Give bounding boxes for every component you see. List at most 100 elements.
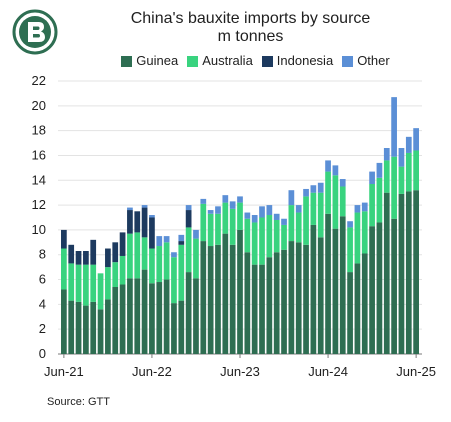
y-tick-label-8: 8: [39, 247, 46, 262]
bar-guinea-jun-24: [325, 213, 331, 354]
x-tick-label-jun-25: Jun-25: [396, 364, 436, 379]
bar-guinea-oct-24: [354, 263, 361, 354]
bar-other-apr-25: [398, 148, 405, 167]
bar-guinea-jun-21: [61, 289, 67, 354]
bar-guinea-may-23: [229, 244, 236, 354]
bar-australia-jul-21: [68, 263, 75, 301]
bar-guinea-dec-22: [193, 278, 199, 354]
bar-indonesia-oct-21: [90, 239, 97, 265]
bar-guinea-jun-25: [413, 190, 419, 354]
bar-other-may-25: [405, 136, 412, 153]
x-tick-label-jun-22: Jun-22: [132, 364, 172, 379]
bar-australia-mar-22: [127, 233, 133, 279]
x-tick-label-jun-23: Jun-23: [220, 364, 260, 379]
bar-australia-may-25: [405, 152, 412, 192]
bar-australia-nov-22: [185, 227, 192, 273]
bar-other-nov-24: [361, 202, 368, 212]
bar-other-mar-24: [303, 188, 309, 197]
bar-australia-jun-22: [149, 248, 155, 284]
bar-other-may-24: [317, 182, 324, 193]
bar-guinea-jan-25: [376, 222, 383, 354]
bar-australia-sep-22: [171, 257, 177, 304]
bar-australia-sep-23: [259, 217, 265, 265]
bar-other-jun-25: [413, 128, 419, 151]
bar-australia-oct-21: [90, 264, 97, 302]
bar-guinea-mar-25: [391, 218, 397, 354]
bar-australia-jul-23: [244, 218, 251, 253]
bar-australia-jan-25: [376, 177, 383, 223]
bar-other-oct-23: [266, 205, 273, 216]
y-tick-label-12: 12: [32, 197, 46, 212]
bar-other-dec-23: [281, 218, 287, 225]
bar-other-jul-22: [156, 236, 163, 247]
bar-indonesia-may-22: [141, 207, 148, 238]
y-tick-label-2: 2: [39, 321, 46, 336]
bar-guinea-jan-22: [112, 286, 119, 354]
bar-australia-jan-24: [288, 205, 295, 242]
bar-guinea-oct-22: [178, 300, 185, 354]
bar-australia-oct-22: [178, 244, 185, 301]
bar-australia-may-24: [317, 192, 324, 238]
bar-guinea-mar-22: [127, 278, 133, 354]
bar-other-jan-24: [288, 190, 295, 206]
bar-other-jul-23: [244, 212, 251, 219]
bar-guinea-jul-23: [244, 252, 251, 354]
y-tick-label-0: 0: [39, 346, 46, 361]
bar-guinea-jan-23: [200, 241, 207, 354]
bar-australia-jul-24: [332, 175, 339, 229]
bar-guinea-feb-23: [207, 246, 214, 354]
bar-guinea-feb-25: [383, 192, 390, 354]
bar-other-aug-22: [163, 236, 170, 243]
bar-indonesia-jul-21: [68, 244, 75, 264]
bar-other-jan-25: [376, 162, 383, 178]
bar-other-may-23: [229, 201, 236, 209]
bar-australia-sep-24: [347, 227, 353, 273]
chart-title-block: China's bauxite imports by source m tonn…: [60, 10, 441, 46]
y-tick-label-14: 14: [32, 172, 46, 187]
bar-australia-jun-25: [413, 150, 419, 191]
bar-australia-mar-23: [215, 213, 221, 245]
bar-indonesia-aug-21: [75, 251, 82, 265]
bar-australia-jun-21: [61, 248, 67, 290]
bar-guinea-mar-24: [303, 244, 309, 354]
legend-swatch-other: [342, 55, 354, 67]
source-note: Source: GTT: [47, 396, 110, 408]
bar-australia-aug-24: [339, 186, 346, 217]
bar-australia-feb-22: [119, 255, 126, 285]
bar-other-may-22: [141, 205, 148, 208]
bar-guinea-dec-21: [105, 299, 111, 354]
bar-other-aug-24: [339, 179, 346, 187]
legend-item-indonesia: Indonesia: [261, 53, 333, 69]
legend-swatch-guinea: [121, 55, 133, 67]
bar-indonesia-jun-21: [61, 229, 67, 249]
bar-guinea-apr-24: [310, 224, 317, 354]
bar-australia-jan-23: [200, 203, 207, 242]
chart-title: China's bauxite imports by source: [130, 10, 371, 27]
bar-indonesia-sep-21: [83, 251, 89, 265]
bar-other-apr-23: [222, 195, 229, 203]
bar-australia-jun-24: [325, 171, 331, 214]
bar-guinea-apr-23: [222, 233, 229, 354]
bar-other-oct-22: [178, 234, 185, 242]
chart-legend: Guinea Australia Indonesia Other: [60, 53, 451, 69]
bar-other-jun-23: [237, 196, 243, 203]
bar-australia-apr-22: [134, 232, 141, 279]
bar-guinea-apr-25: [398, 193, 405, 354]
bar-australia-feb-24: [295, 212, 302, 243]
bar-indonesia-jun-22: [149, 217, 155, 249]
bar-other-jan-23: [200, 198, 207, 204]
bar-guinea-dec-23: [281, 249, 287, 354]
chart-subtitle: m tonnes: [217, 28, 284, 45]
bar-guinea-may-25: [405, 191, 412, 354]
legend-swatch-indonesia: [261, 55, 273, 67]
bar-other-mar-22: [127, 207, 133, 211]
bar-guinea-nov-23: [273, 252, 280, 354]
bar-other-sep-22: [171, 252, 177, 258]
bar-guinea-nov-21: [97, 309, 104, 354]
bar-guinea-nov-24: [361, 253, 368, 354]
bar-guinea-may-24: [317, 237, 324, 354]
bar-guinea-jul-21: [68, 300, 75, 354]
legend-label-guinea: Guinea: [136, 53, 179, 68]
